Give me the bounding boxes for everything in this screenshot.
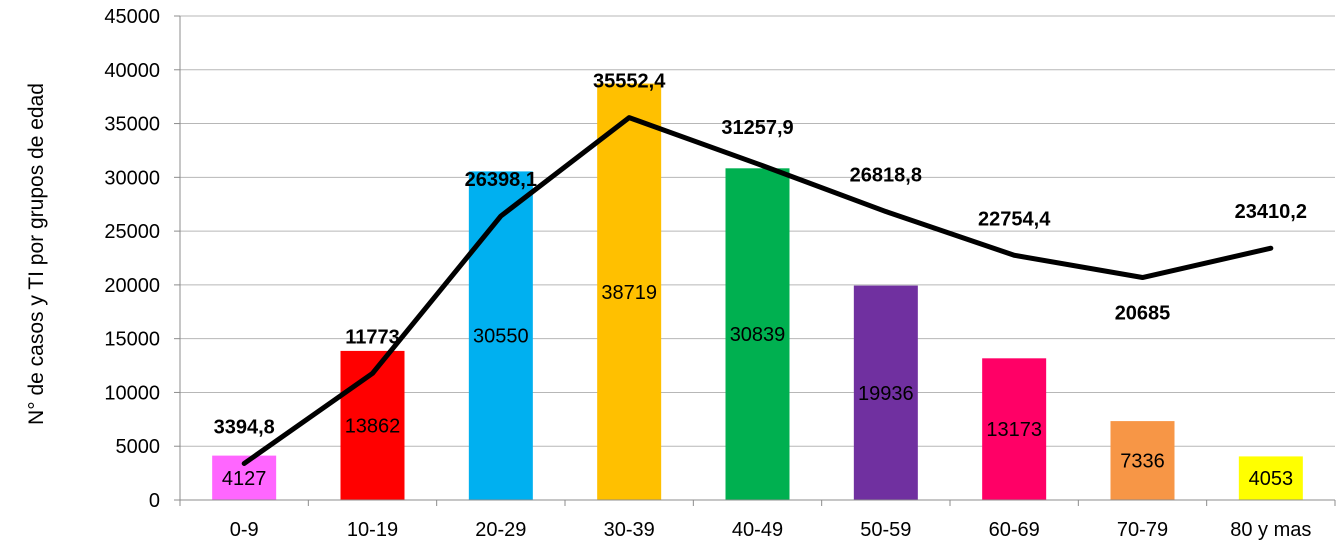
data-labels: 4127 13862 30550 38719 30839 19936 13173 7336 40…	[214, 71, 1307, 491]
bar-value-label: 13173	[986, 419, 1042, 441]
bar-series	[212, 83, 1303, 501]
y-tick-label: 5000	[116, 436, 161, 458]
bar	[1110, 421, 1175, 500]
y-axis-title: N° de casos y TI por grupos de edad	[25, 83, 48, 425]
y-tick-label: 25000	[104, 221, 160, 243]
y-tick-label: 40000	[104, 60, 160, 82]
y-tick-label: 15000	[104, 329, 160, 351]
x-tick-label: 10-19	[347, 519, 398, 541]
y-tick-label: 45000	[104, 6, 160, 28]
line-value-label: 26818,8	[850, 165, 922, 187]
bar-value-label: 4053	[1249, 468, 1294, 490]
y-tick-label: 30000	[104, 167, 160, 189]
line-value-label: 35552,4	[593, 71, 666, 93]
bar	[597, 83, 662, 501]
line-value-label: 23410,2	[1235, 201, 1307, 223]
bar-value-label: 30839	[730, 324, 786, 346]
bar	[725, 168, 790, 500]
x-tick-label: 60-69	[989, 519, 1040, 541]
line-value-label: 26398,1	[465, 169, 537, 191]
x-tick-label: 20-29	[475, 519, 526, 541]
bar	[853, 285, 918, 500]
x-tick-label: 30-39	[604, 519, 655, 541]
y-tick-label: 20000	[104, 275, 160, 297]
x-tick-label: 40-49	[732, 519, 783, 541]
bar-value-label: 19936	[858, 383, 914, 405]
line-series	[241, 115, 1274, 466]
bar	[1238, 456, 1303, 500]
x-tick-label: 80 y mas	[1230, 519, 1311, 541]
bar-value-label: 4127	[222, 468, 267, 490]
bar-value-label: 13862	[345, 415, 401, 437]
x-tick-label: 0-9	[230, 519, 259, 541]
y-tick-label: 10000	[104, 382, 160, 404]
y-tick-label: 0	[149, 490, 160, 512]
bar-value-label: 30550	[473, 326, 529, 348]
x-tick-label: 70-79	[1117, 519, 1168, 541]
y-tick-label: 35000	[104, 114, 160, 136]
line-value-label: 3394,8	[214, 416, 275, 438]
line-value-label: 11773	[345, 326, 400, 348]
x-tick-label: 50-59	[860, 519, 911, 541]
line-value-label: 20685	[1115, 303, 1171, 325]
line-value-label: 31257,9	[721, 117, 793, 139]
bar	[982, 358, 1047, 500]
axes: 0 5000 10000 15000 20000 25000 30000 35000 40000…	[104, 6, 1336, 541]
bar	[468, 171, 533, 500]
bar-value-label: 7336	[1120, 451, 1165, 473]
bar-value-label: 38719	[601, 282, 657, 304]
line-value-label: 22754,4	[978, 208, 1051, 230]
